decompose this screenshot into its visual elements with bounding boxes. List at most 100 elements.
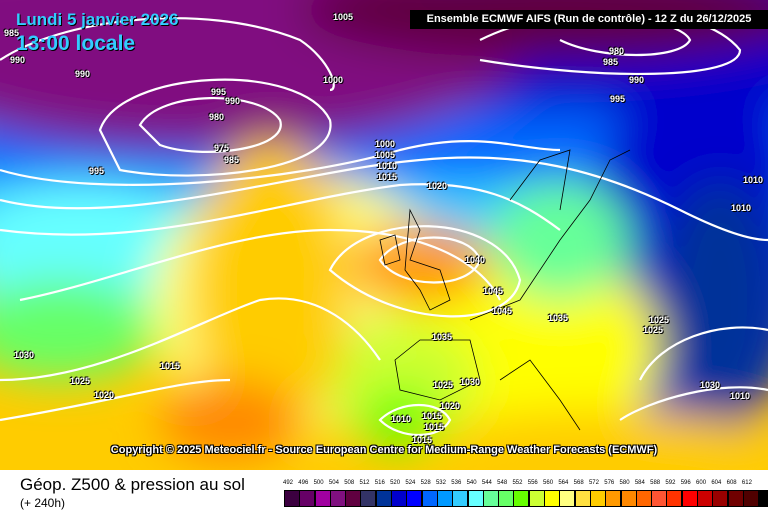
legend-label: 540 [466,480,477,486]
legend-label: 580 [619,480,630,486]
legend-color-box [697,490,714,507]
legend-color-box [681,490,698,507]
isobar-label: 1000 [323,75,344,85]
legend-label: 528 [420,480,431,486]
isobar-label: 1025 [433,380,454,390]
isobar-label: 1005 [333,12,354,22]
legend-label: 512 [359,480,370,486]
isobar-label: 985 [224,155,240,165]
legend-color-box [375,490,392,507]
legend-color-box [666,490,683,507]
legend-label: 608 [726,480,737,486]
legend-color-box [574,490,591,507]
isobar-label: 975 [214,143,230,153]
isobar-label: 1025 [643,325,664,335]
isobar-label: 1015 [377,172,398,182]
legend-label: 604 [711,480,722,486]
isobar-label: 980 [209,112,225,122]
isobar-label: 1015 [412,435,433,445]
legend-label: 592 [665,480,676,486]
legend-label: 572 [588,480,599,486]
legend-label: 584 [634,480,645,486]
isobar-label: 1010 [731,203,752,213]
legend-color-box [712,490,729,507]
legend-color-box [421,490,438,507]
legend-color-box [635,490,652,507]
isobar-label: 1020 [440,401,461,411]
legend-color-box [345,490,362,507]
isobar-label: 995 [610,94,626,104]
legend-color-box [589,490,606,507]
legend-color-box [544,490,561,507]
legend-label: 508 [344,480,355,486]
isobar-label: 1035 [432,332,453,342]
legend-color-box [329,490,346,507]
legend-color-box [299,490,316,507]
isobar-label: 995 [89,166,105,176]
legend-color-box [727,490,744,507]
isobar-label: 1030 [700,380,721,390]
legend-color-box [436,490,453,507]
isobar-label: 1025 [649,315,670,325]
geopotential-field [0,0,768,470]
isobar-label: 990 [225,96,241,106]
legend-label: 548 [497,480,508,486]
legend-color-box [406,490,423,507]
isobar-label: 985 [603,57,619,67]
chart-title: Géop. Z500 & pression au sol [20,475,245,494]
legend-color-box [758,490,768,507]
isobar-label: 1040 [465,255,486,265]
legend-color-box [605,490,622,507]
model-run-header: Ensemble ECMWF AIFS (Run de contrôle) - … [410,10,768,29]
legend-color-box [620,490,637,507]
legend-color-box [391,490,408,507]
legend-label: 576 [604,480,615,486]
legend-label: 520 [390,480,401,486]
isobar-label: 1030 [14,350,35,360]
isobar-label: 1035 [548,313,569,323]
legend-color-box [651,490,668,507]
coastlines [379,149,631,431]
copyright-notice: Copyright © 2025 Meteociel.fr - Source E… [110,444,658,456]
legend-color-box [467,490,484,507]
legend-label: 564 [558,480,569,486]
isobar-label: 1045 [483,286,504,296]
isobar-label: 995 [211,87,227,97]
isobar-label: 1015 [422,411,443,421]
legend-label: 492 [283,480,294,486]
isobar-label: 1030 [460,377,481,387]
legend-label: 536 [451,480,462,486]
legend-label: 496 [298,480,309,486]
isobar-label: 1020 [94,390,115,400]
isobar-label: 990 [75,69,91,79]
isobar-label: 990 [10,55,26,65]
isobar-label: 1020 [427,181,448,191]
isobar-label: 1010 [743,175,764,185]
legend-label: 588 [650,480,661,486]
legend-label: 532 [435,480,446,486]
isobar-label: 1010 [391,414,412,424]
legend-label: 504 [328,480,339,486]
isobar-label: 1015 [424,422,445,432]
isobar-label: 1000 [375,139,396,149]
legend-label: 524 [405,480,416,486]
legend-color-box [513,490,530,507]
isobar-label: 1010 [730,391,751,401]
isobar-label: 1005 [375,150,396,160]
legend-color-box [314,490,331,507]
isobar-label: 1025 [70,376,91,386]
isobars [0,10,768,437]
isobar-label: 1045 [492,306,513,316]
legend-label: 568 [573,480,584,486]
legend-color-box [452,490,469,507]
legend-label: 560 [543,480,554,486]
isobar-label: 1010 [377,161,398,171]
isobar-label: 1015 [160,361,181,371]
footer: Géop. Z500 & pression au sol (+ 240h) 49… [0,470,768,512]
legend-color-box [742,490,759,507]
isobar-label: 990 [629,75,645,85]
legend-label: 596 [680,480,691,486]
legend-label: 600 [696,480,707,486]
forecast-date: Lundi 5 janvier 2026 [16,10,179,29]
isobar-label: 985 [4,28,20,38]
